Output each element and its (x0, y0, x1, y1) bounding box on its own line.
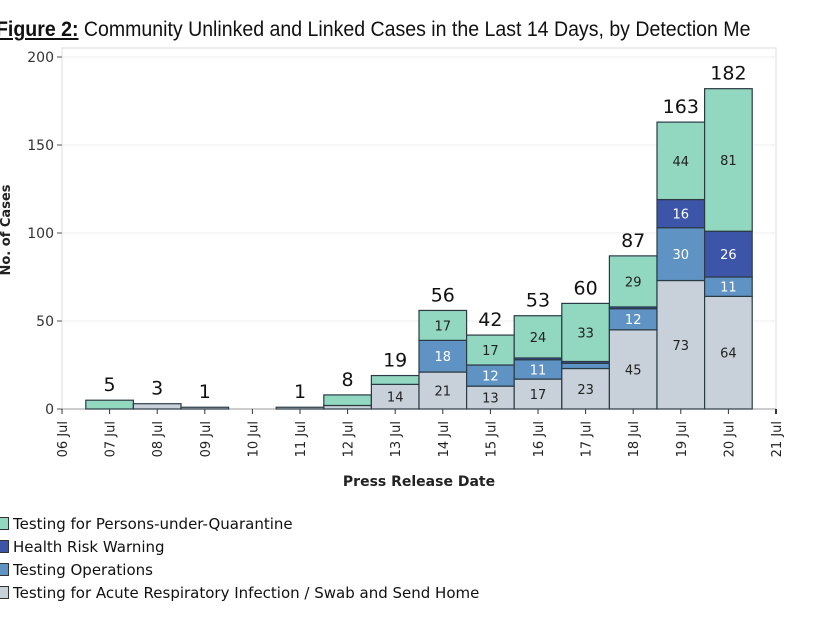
bar-segment (370, 374, 420, 385)
x-tick-label: 07 Jul (104, 421, 119, 457)
bar-segment (85, 399, 135, 410)
legend-item: Testing for Persons-under-Quarantine (0, 512, 479, 535)
legend-swatch (0, 540, 9, 553)
segment-label: 21 (435, 385, 452, 400)
bar-total-label: 19 (383, 350, 407, 372)
segment-label: 81 (720, 154, 737, 169)
x-tick-label: 14 Jul (437, 421, 452, 457)
bar-total-label: 56 (431, 284, 455, 306)
x-tick-label: 17 Jul (580, 421, 595, 457)
x-axis-label: Press Release Date (343, 474, 495, 490)
y-axis-label: No. of Cases (0, 184, 14, 275)
bar-segment (418, 309, 468, 341)
segment-label: 17 (482, 344, 499, 359)
y-tick-label: 50 (36, 314, 54, 330)
segment-label: 45 (625, 363, 642, 378)
bar-segment (656, 279, 706, 410)
legend-swatch (0, 563, 9, 576)
legend-swatch (0, 586, 9, 599)
x-tick-label: 06 Jul (56, 421, 71, 457)
legend-item: Health Risk Warning (0, 535, 479, 558)
x-tick-label: 12 Jul (342, 421, 357, 457)
bar-total-label: 42 (478, 309, 502, 331)
segment-label: 12 (482, 370, 499, 385)
bar-segment (703, 230, 753, 278)
bar-total-label: 60 (574, 277, 598, 299)
bar-total-label: 163 (663, 96, 699, 118)
bar-segment (703, 295, 753, 410)
segment-label: 12 (625, 313, 642, 328)
segment-label: 33 (577, 326, 594, 341)
bar-segment (466, 334, 515, 366)
bar-total-label: 182 (710, 63, 746, 85)
segment-label: 44 (673, 155, 690, 170)
bar-segment (703, 88, 753, 232)
bar-total-label: 5 (104, 374, 116, 396)
segment-label: 13 (482, 392, 499, 407)
x-tick-label: 08 Jul (151, 421, 166, 457)
bar-segment (561, 302, 610, 363)
segment-label: 18 (435, 350, 452, 365)
segment-label: 30 (673, 248, 690, 263)
bar-segment (323, 394, 372, 407)
bar-segment (656, 121, 706, 201)
x-tick-label: 21 Jul (770, 421, 785, 457)
bar-segment (513, 315, 563, 359)
legend-item: Testing Operations (0, 558, 479, 581)
segment-label: 26 (720, 248, 737, 263)
x-tick-label: 11 Jul (294, 421, 309, 457)
bar-total-label: 8 (342, 369, 354, 391)
segment-label: 14 (387, 391, 404, 406)
segment-label: 17 (435, 319, 452, 334)
y-tick-label: 200 (27, 50, 54, 66)
bar-total-label: 1 (294, 381, 306, 403)
segment-label: 11 (530, 363, 547, 378)
segment-label: 73 (673, 339, 690, 354)
segment-label: 24 (530, 331, 547, 346)
segment-label: 29 (625, 275, 642, 290)
x-tick-label: 20 Jul (722, 421, 737, 457)
legend-label: Testing Operations (13, 560, 153, 579)
figure-title: Figure 2: Community Unlinked and Linked … (0, 18, 751, 41)
bar-segment (656, 198, 706, 229)
x-tick-label: 10 Jul (246, 421, 261, 457)
x-tick-label: 15 Jul (484, 421, 499, 457)
bar-segment (370, 383, 420, 410)
legend-label: Testing for Persons-under-Quarantine (13, 514, 293, 533)
x-tick-label: 18 Jul (627, 421, 642, 457)
bar-segment (561, 362, 610, 370)
x-tick-label: 19 Jul (675, 421, 690, 457)
segment-label: 16 (673, 208, 690, 223)
x-tick-label: 09 Jul (199, 421, 214, 457)
x-tick-label: 16 Jul (532, 421, 547, 457)
bar-total-label: 1 (199, 381, 211, 403)
bar-segment (180, 406, 230, 410)
x-tick-label: 13 Jul (389, 421, 404, 457)
bar-segment (608, 255, 658, 308)
bar-total-label: 53 (526, 290, 550, 312)
bar-segment (418, 371, 468, 410)
bar-total-label: 87 (621, 230, 645, 252)
y-tick-label: 0 (45, 402, 54, 418)
y-tick-label: 100 (27, 226, 54, 242)
segment-label: 11 (720, 281, 737, 296)
segment-label: 17 (530, 388, 547, 403)
bar-segment (608, 329, 658, 410)
bar-segment (656, 227, 706, 282)
legend: Testing for Persons-under-Quarantine Heal… (0, 512, 479, 604)
bar-segment (132, 403, 182, 410)
segment-label: 23 (577, 383, 594, 398)
legend-label: Testing for Acute Respiratory Infection … (13, 583, 480, 602)
bar-segment (275, 406, 325, 410)
legend-item: Testing for Acute Respiratory Infection … (0, 581, 479, 604)
y-tick-label: 150 (27, 138, 54, 154)
bar-total-label: 3 (151, 378, 163, 400)
legend-label: Health Risk Warning (13, 537, 165, 556)
segment-label: 64 (720, 347, 737, 362)
legend-swatch (0, 517, 9, 530)
